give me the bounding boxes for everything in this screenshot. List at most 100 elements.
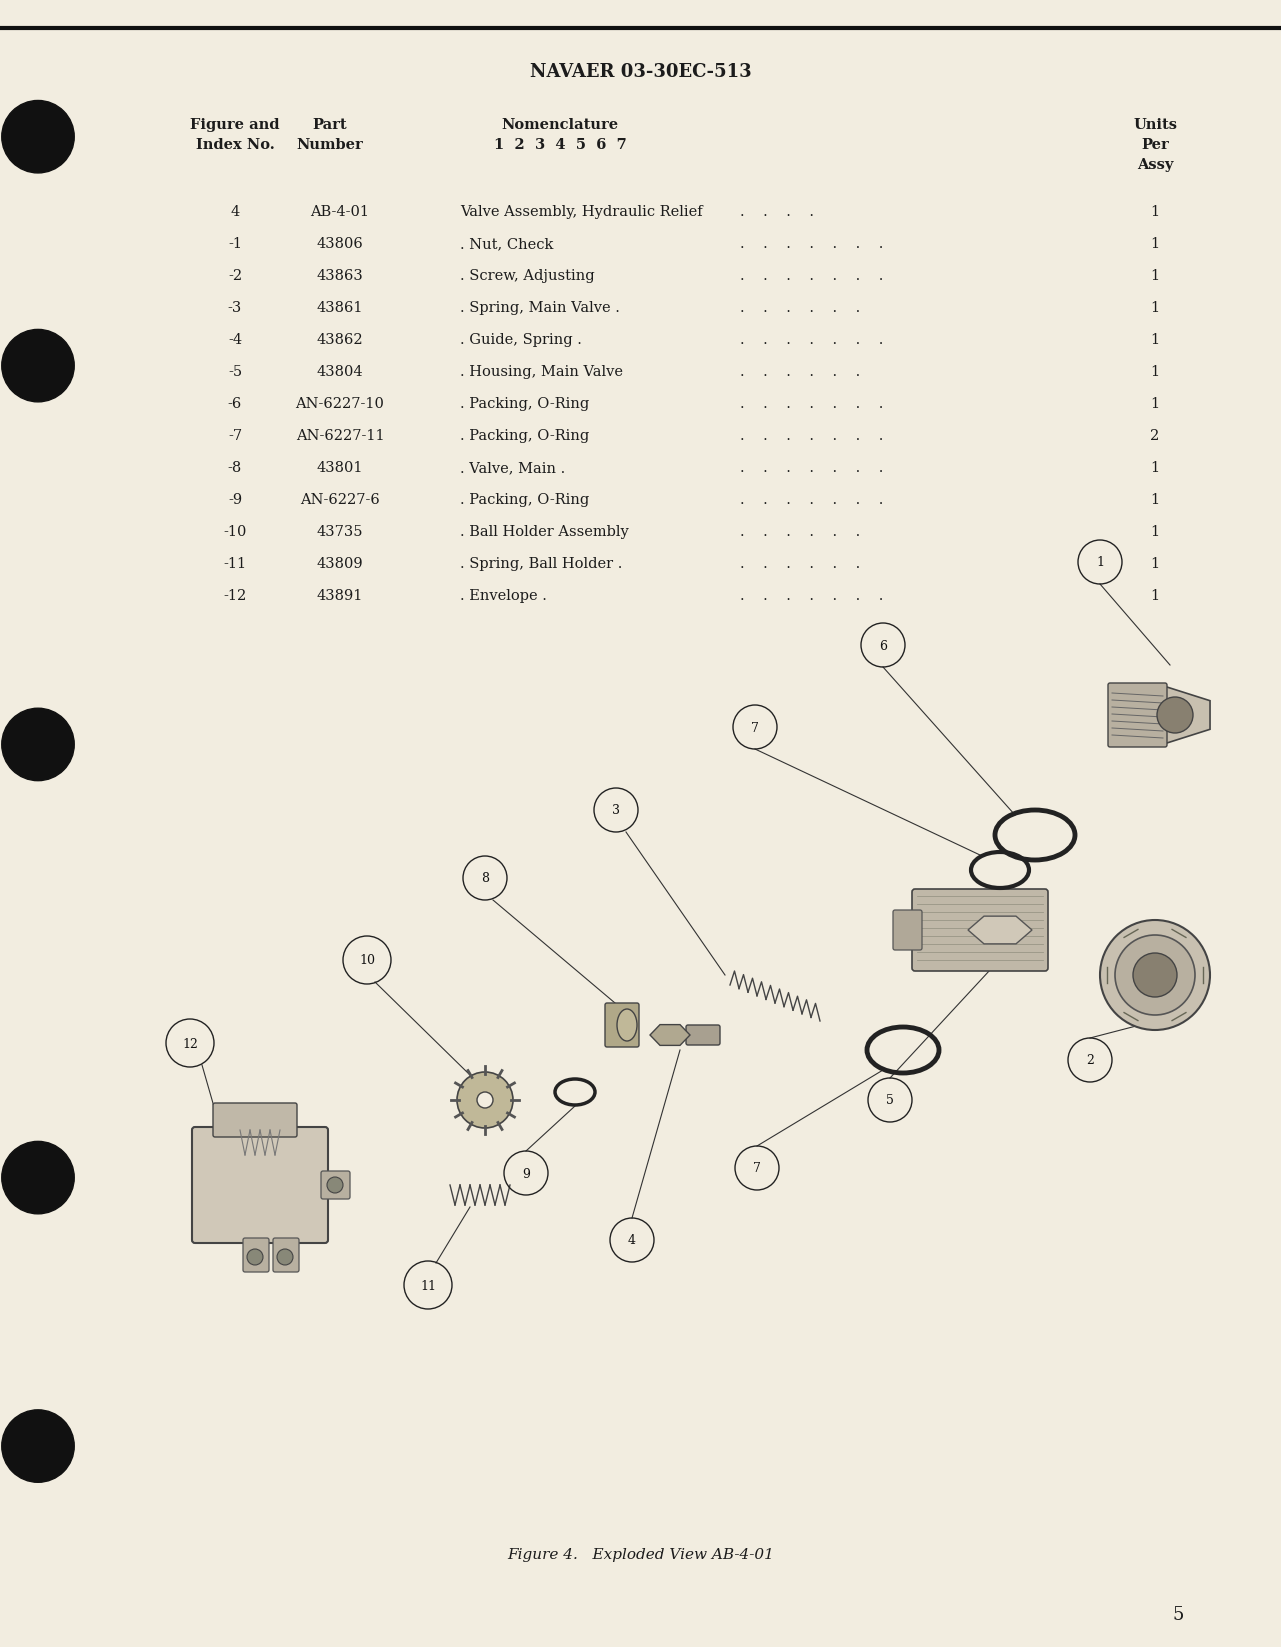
Polygon shape bbox=[649, 1024, 690, 1046]
Text: 8: 8 bbox=[480, 873, 489, 886]
FancyBboxPatch shape bbox=[192, 1127, 328, 1243]
Text: NAVAER 03-30EC-513: NAVAER 03-30EC-513 bbox=[529, 63, 752, 81]
Text: -4: -4 bbox=[228, 333, 242, 348]
Text: Part: Part bbox=[313, 119, 347, 132]
Circle shape bbox=[477, 1092, 493, 1108]
Text: 1: 1 bbox=[1150, 237, 1159, 250]
Text: Per: Per bbox=[1141, 138, 1168, 152]
Text: .    .    .    .: . . . . bbox=[740, 204, 813, 219]
Circle shape bbox=[1, 1410, 74, 1482]
Text: 43804: 43804 bbox=[316, 366, 364, 379]
Text: AN-6227-11: AN-6227-11 bbox=[296, 428, 384, 443]
Text: 1: 1 bbox=[1150, 268, 1159, 283]
Text: 1: 1 bbox=[1150, 492, 1159, 507]
Text: 1: 1 bbox=[1150, 525, 1159, 539]
Circle shape bbox=[1, 329, 74, 402]
Text: -10: -10 bbox=[223, 525, 247, 539]
FancyBboxPatch shape bbox=[243, 1239, 269, 1271]
Text: 5: 5 bbox=[1173, 1606, 1184, 1624]
Text: Number: Number bbox=[297, 138, 364, 152]
Text: -6: -6 bbox=[228, 397, 242, 412]
FancyBboxPatch shape bbox=[213, 1103, 297, 1136]
Text: -8: -8 bbox=[228, 461, 242, 474]
Text: .    .    .    .    .    .    .: . . . . . . . bbox=[740, 268, 884, 283]
Text: AN-6227-6: AN-6227-6 bbox=[300, 492, 380, 507]
Text: AB-4-01: AB-4-01 bbox=[310, 204, 369, 219]
Text: . Spring, Ball Holder .: . Spring, Ball Holder . bbox=[460, 557, 623, 572]
Text: Assy: Assy bbox=[1136, 158, 1173, 171]
Text: . Envelope .: . Envelope . bbox=[460, 590, 547, 603]
Circle shape bbox=[457, 1072, 512, 1128]
Text: 1: 1 bbox=[1150, 557, 1159, 572]
Text: .    .    .    .    .    .    .: . . . . . . . bbox=[740, 590, 884, 603]
Text: .    .    .    .    .    .    .: . . . . . . . bbox=[740, 461, 884, 474]
Text: 1: 1 bbox=[1150, 301, 1159, 315]
Text: -12: -12 bbox=[223, 590, 247, 603]
Text: 9: 9 bbox=[523, 1168, 530, 1181]
FancyBboxPatch shape bbox=[322, 1171, 350, 1199]
Text: 1: 1 bbox=[1150, 397, 1159, 412]
Text: . Spring, Main Valve .: . Spring, Main Valve . bbox=[460, 301, 620, 315]
Text: 1: 1 bbox=[1150, 204, 1159, 219]
Text: 11: 11 bbox=[420, 1280, 436, 1293]
Text: .    .    .    .    .    .    .: . . . . . . . bbox=[740, 492, 884, 507]
Text: 2: 2 bbox=[1086, 1054, 1094, 1067]
Text: 43861: 43861 bbox=[316, 301, 364, 315]
Text: Units: Units bbox=[1132, 119, 1177, 132]
Text: Figure 4.   Exploded View AB-4-01: Figure 4. Exploded View AB-4-01 bbox=[507, 1548, 774, 1561]
FancyBboxPatch shape bbox=[605, 1003, 639, 1047]
Text: . Packing, O-Ring: . Packing, O-Ring bbox=[460, 428, 589, 443]
Text: AN-6227-10: AN-6227-10 bbox=[296, 397, 384, 412]
Text: . Guide, Spring .: . Guide, Spring . bbox=[460, 333, 582, 348]
Text: 43806: 43806 bbox=[316, 237, 364, 250]
FancyBboxPatch shape bbox=[893, 911, 922, 950]
Text: -3: -3 bbox=[228, 301, 242, 315]
Text: . Ball Holder Assembly: . Ball Holder Assembly bbox=[460, 525, 629, 539]
Text: .    .    .    .    .    .: . . . . . . bbox=[740, 525, 861, 539]
Text: 1: 1 bbox=[1150, 333, 1159, 348]
Text: 43735: 43735 bbox=[316, 525, 364, 539]
Text: .    .    .    .    .    .    .: . . . . . . . bbox=[740, 333, 884, 348]
Polygon shape bbox=[1120, 687, 1211, 743]
Text: . Valve, Main .: . Valve, Main . bbox=[460, 461, 565, 474]
Circle shape bbox=[1, 1141, 74, 1214]
Text: 43809: 43809 bbox=[316, 557, 364, 572]
Text: .    .    .    .    .    .    .: . . . . . . . bbox=[740, 428, 884, 443]
Text: . Housing, Main Valve: . Housing, Main Valve bbox=[460, 366, 623, 379]
Text: .    .    .    .    .    .: . . . . . . bbox=[740, 557, 861, 572]
Text: 7: 7 bbox=[753, 1163, 761, 1176]
Text: 43891: 43891 bbox=[316, 590, 364, 603]
Circle shape bbox=[327, 1178, 343, 1192]
Circle shape bbox=[1114, 935, 1195, 1015]
Text: 10: 10 bbox=[359, 955, 375, 967]
Text: Nomenclature: Nomenclature bbox=[501, 119, 619, 132]
FancyBboxPatch shape bbox=[687, 1024, 720, 1044]
Text: . Packing, O-Ring: . Packing, O-Ring bbox=[460, 492, 589, 507]
Circle shape bbox=[1, 708, 74, 781]
Circle shape bbox=[1132, 954, 1177, 996]
Text: 1: 1 bbox=[1150, 590, 1159, 603]
Text: . Nut, Check: . Nut, Check bbox=[460, 237, 553, 250]
FancyBboxPatch shape bbox=[273, 1239, 298, 1271]
Text: 12: 12 bbox=[182, 1038, 199, 1051]
Text: . Packing, O-Ring: . Packing, O-Ring bbox=[460, 397, 589, 412]
Text: Index No.: Index No. bbox=[196, 138, 274, 152]
Text: .    .    .    .    .    .    .: . . . . . . . bbox=[740, 397, 884, 412]
Text: -11: -11 bbox=[223, 557, 246, 572]
Text: Valve Assembly, Hydraulic Relief: Valve Assembly, Hydraulic Relief bbox=[460, 204, 702, 219]
Text: 1: 1 bbox=[1097, 557, 1104, 570]
Polygon shape bbox=[968, 916, 1032, 944]
Text: . Screw, Adjusting: . Screw, Adjusting bbox=[460, 268, 594, 283]
Circle shape bbox=[277, 1248, 293, 1265]
Text: 1: 1 bbox=[1150, 366, 1159, 379]
Text: 43862: 43862 bbox=[316, 333, 364, 348]
Text: 1  2  3  4  5  6  7: 1 2 3 4 5 6 7 bbox=[493, 138, 626, 152]
Ellipse shape bbox=[617, 1010, 637, 1041]
FancyBboxPatch shape bbox=[912, 889, 1048, 972]
Text: 43801: 43801 bbox=[316, 461, 364, 474]
Text: 7: 7 bbox=[751, 721, 758, 735]
Text: 4: 4 bbox=[628, 1235, 635, 1247]
Text: 4: 4 bbox=[231, 204, 240, 219]
Text: .    .    .    .    .    .    .: . . . . . . . bbox=[740, 237, 884, 250]
Circle shape bbox=[247, 1248, 263, 1265]
